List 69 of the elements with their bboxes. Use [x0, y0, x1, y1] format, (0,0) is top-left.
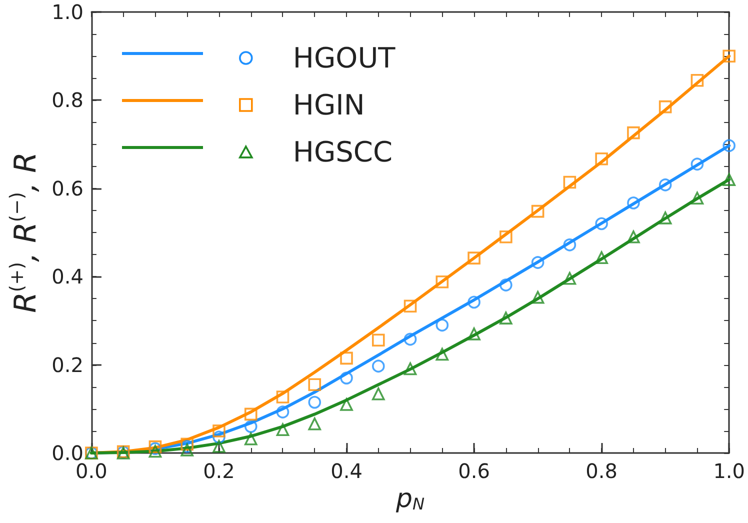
- point: [690, 74, 704, 87]
- x-axis-title: pN: [394, 484, 425, 514]
- point: [212, 440, 226, 453]
- point: [180, 444, 194, 456]
- point: [563, 272, 576, 285]
- point: [244, 420, 258, 433]
- point: [436, 318, 449, 332]
- point: [276, 390, 290, 404]
- x-tick-label: 0.0: [76, 459, 108, 483]
- point: [404, 300, 417, 313]
- point: [531, 256, 544, 269]
- point: [404, 362, 417, 376]
- point: [722, 139, 736, 152]
- point: [404, 332, 417, 346]
- x-tick-label: 0.2: [203, 459, 235, 483]
- point: [436, 348, 449, 361]
- legend-label: HGSCC: [292, 136, 393, 168]
- point: [340, 372, 353, 384]
- point: [627, 196, 640, 210]
- point: [212, 424, 226, 438]
- y-tick-label: 0.2: [52, 352, 84, 377]
- point: [722, 173, 736, 186]
- point: [563, 238, 576, 252]
- point: [308, 396, 322, 409]
- point: [722, 50, 736, 62]
- point: [658, 178, 672, 192]
- legend-label: HGIN: [292, 88, 365, 122]
- point: [468, 252, 480, 264]
- point: [212, 430, 226, 444]
- x-tick-label: 0.8: [586, 459, 618, 483]
- point: [627, 126, 640, 140]
- point: [563, 176, 576, 189]
- point: [531, 204, 544, 218]
- point: [500, 278, 512, 292]
- point: [658, 100, 672, 114]
- x-tick-label: 0.4: [330, 459, 362, 483]
- point: [500, 312, 512, 324]
- y-tick-label: 0.4: [52, 264, 84, 289]
- point: [308, 378, 322, 392]
- y-tick-label: 1.0: [52, 0, 84, 24]
- point: [436, 275, 449, 288]
- point: [690, 158, 704, 171]
- x-tick-label: 1.0: [713, 459, 746, 483]
- point: [500, 230, 512, 244]
- point: [595, 217, 608, 230]
- point: [595, 152, 608, 166]
- legend-label: HGOUT: [292, 42, 396, 74]
- point: [627, 230, 640, 244]
- point: [244, 408, 258, 421]
- point: [372, 360, 385, 373]
- point: [308, 417, 322, 430]
- point: [340, 352, 353, 365]
- point: [244, 432, 258, 446]
- point: [372, 388, 385, 400]
- point: [468, 296, 480, 309]
- point: [658, 212, 672, 224]
- point: [690, 192, 704, 204]
- point: [276, 423, 290, 436]
- point: [372, 334, 385, 347]
- point: [276, 406, 290, 418]
- point: [595, 251, 608, 264]
- point: [148, 444, 162, 458]
- point: [531, 290, 544, 304]
- y-axis-title: R(+), R(−), R: [7, 152, 44, 313]
- point: [468, 328, 480, 340]
- point: [340, 398, 353, 411]
- x-tick-label: 0.6: [458, 459, 490, 483]
- y-tick-label: 0.8: [52, 88, 84, 112]
- y-tick-label: 0.6: [52, 176, 84, 200]
